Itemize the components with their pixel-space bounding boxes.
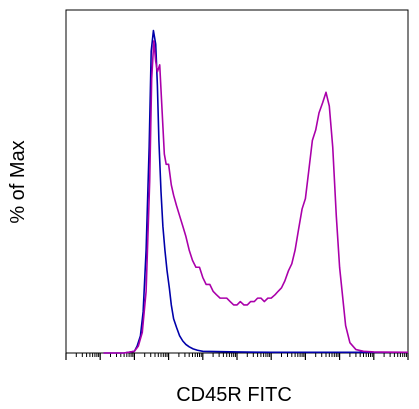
series-line-2 — [103, 40, 409, 354]
x-axis-ticks — [65, 353, 409, 360]
x-axis-label: CD45R FITC — [176, 384, 292, 406]
series-lines — [103, 29, 409, 354]
y-axis-label: % of Max — [7, 140, 29, 223]
plot-frame — [65, 9, 409, 354]
series-line-1 — [103, 29, 408, 354]
